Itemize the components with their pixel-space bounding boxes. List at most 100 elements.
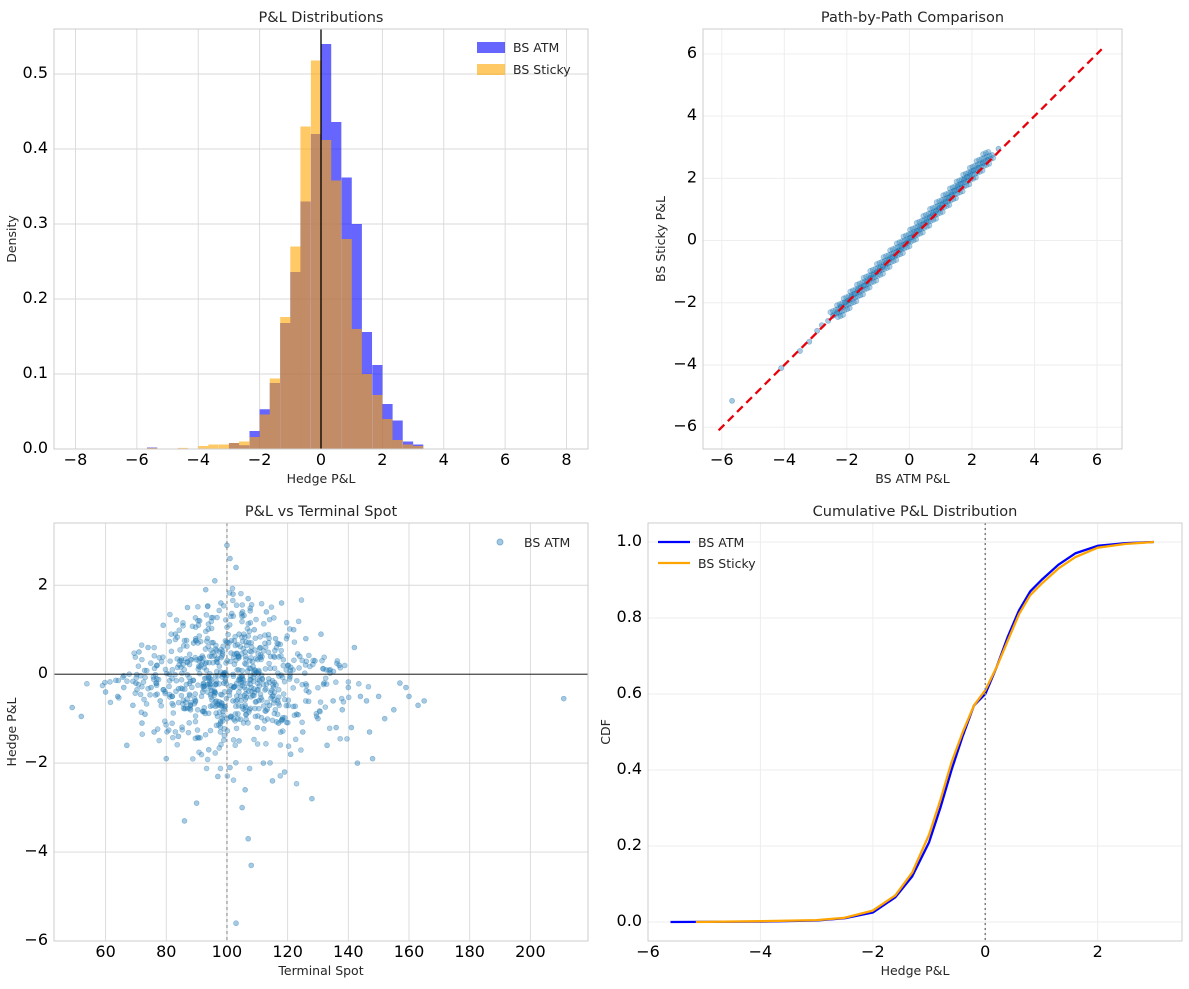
scatter-point: [249, 658, 256, 665]
chart-title: P&L Distributions: [259, 10, 384, 26]
scatter-point: [196, 618, 203, 624]
scatter-point: [345, 694, 352, 701]
scatter-point: [258, 694, 264, 701]
scatter-point: [160, 686, 167, 693]
scatter-point: [239, 682, 245, 689]
scatter-point: [834, 314, 841, 321]
scatter-point: [132, 690, 139, 697]
scatter-point: [134, 686, 140, 693]
scatter-point: [184, 659, 190, 665]
legend-swatch-bs-sticky: [477, 64, 505, 75]
scatter-point: [369, 755, 376, 762]
scatter-point: [840, 312, 846, 318]
scatter-point: [193, 657, 200, 663]
scatter-point: [187, 705, 193, 711]
scatter-point: [283, 635, 290, 642]
scatter-point: [840, 295, 847, 302]
scatter-point: [216, 709, 223, 715]
scatter-point: [170, 734, 176, 741]
scatter-point: [843, 294, 850, 301]
scatter-point: [236, 689, 242, 695]
x-tick-label: 4: [439, 450, 449, 469]
scatter-point: [345, 684, 352, 691]
scatter-point: [196, 633, 203, 639]
scatter-point: [214, 700, 220, 707]
scatter-point: [218, 646, 224, 653]
scatter-point: [145, 644, 151, 651]
scatter-point: [326, 667, 332, 674]
scatter-point: [209, 687, 215, 694]
scatter-point: [198, 693, 205, 700]
scatter-point: [182, 699, 189, 706]
scatter-point: [201, 704, 208, 711]
scatter-point: [220, 708, 226, 715]
histogram-bar-bs-atm: [392, 420, 403, 449]
scatter-point: [145, 685, 151, 692]
scatter-point: [206, 680, 213, 687]
histogram-bar-bs-sticky: [351, 329, 362, 449]
scatter-point: [354, 760, 361, 766]
scatter-point: [979, 159, 986, 166]
scatter-point: [252, 705, 258, 712]
scatter-point: [200, 708, 206, 714]
scatter-point: [947, 185, 953, 192]
scatter-point: [186, 651, 193, 658]
scatter-point: [133, 674, 140, 681]
scatter-point: [355, 680, 362, 687]
scatter-point: [178, 658, 185, 664]
scatter-point: [279, 674, 286, 681]
scatter-point: [872, 265, 879, 272]
scatter-point: [275, 641, 282, 647]
scatter-point: [259, 697, 265, 703]
scatter-point: [211, 688, 218, 694]
scatter-point: [881, 266, 888, 272]
histogram-bar-bs-sticky: [321, 140, 332, 449]
scatter-point: [222, 617, 229, 623]
histogram-bar-bs-sticky: [372, 395, 383, 449]
scatter-point: [174, 634, 181, 640]
scatter-point: [166, 677, 173, 684]
scatter-point: [925, 210, 932, 217]
scatter-point: [271, 710, 278, 717]
scatter-point: [151, 665, 158, 672]
scatter-point: [245, 620, 252, 627]
scatter-point: [252, 635, 259, 642]
scatter-point: [236, 738, 242, 744]
scatter-point: [283, 619, 290, 626]
scatter-point: [238, 651, 245, 657]
scatter-point: [208, 618, 215, 625]
scatter-point: [226, 640, 232, 646]
scatter-point: [245, 595, 251, 602]
scatter-point: [200, 681, 207, 687]
scatter-point: [848, 300, 855, 307]
scatter-point: [233, 602, 240, 609]
scatter-point: [850, 287, 856, 294]
scatter-point: [778, 365, 785, 372]
scatter-point: [834, 302, 840, 309]
scatter-point: [192, 735, 199, 742]
scatter-point: [166, 683, 172, 690]
scatter-point: [192, 713, 199, 719]
scatter-point: [851, 291, 857, 297]
scatter-point: [186, 720, 192, 726]
x-tick-label: −2: [835, 450, 859, 469]
scatter-point: [933, 215, 939, 222]
scatter-point: [336, 662, 343, 669]
scatter-point: [318, 631, 324, 637]
y-tick-label: 0: [687, 230, 697, 249]
scatter-point: [236, 631, 242, 637]
scatter-point: [169, 700, 175, 707]
scatter-point: [242, 787, 248, 793]
scatter-point: [190, 677, 196, 684]
scatter-point: [189, 684, 195, 691]
histogram-bar-bs-sticky: [177, 447, 188, 449]
scatter-point: [205, 675, 212, 681]
scatter-point: [969, 163, 976, 170]
scatter-point: [976, 156, 982, 163]
scatter-point: [160, 686, 166, 693]
x-tick-label: 2: [967, 450, 977, 469]
scatter-point: [136, 649, 142, 655]
scatter-point: [184, 705, 191, 712]
scatter-point: [897, 251, 904, 258]
scatter-point: [190, 677, 197, 684]
